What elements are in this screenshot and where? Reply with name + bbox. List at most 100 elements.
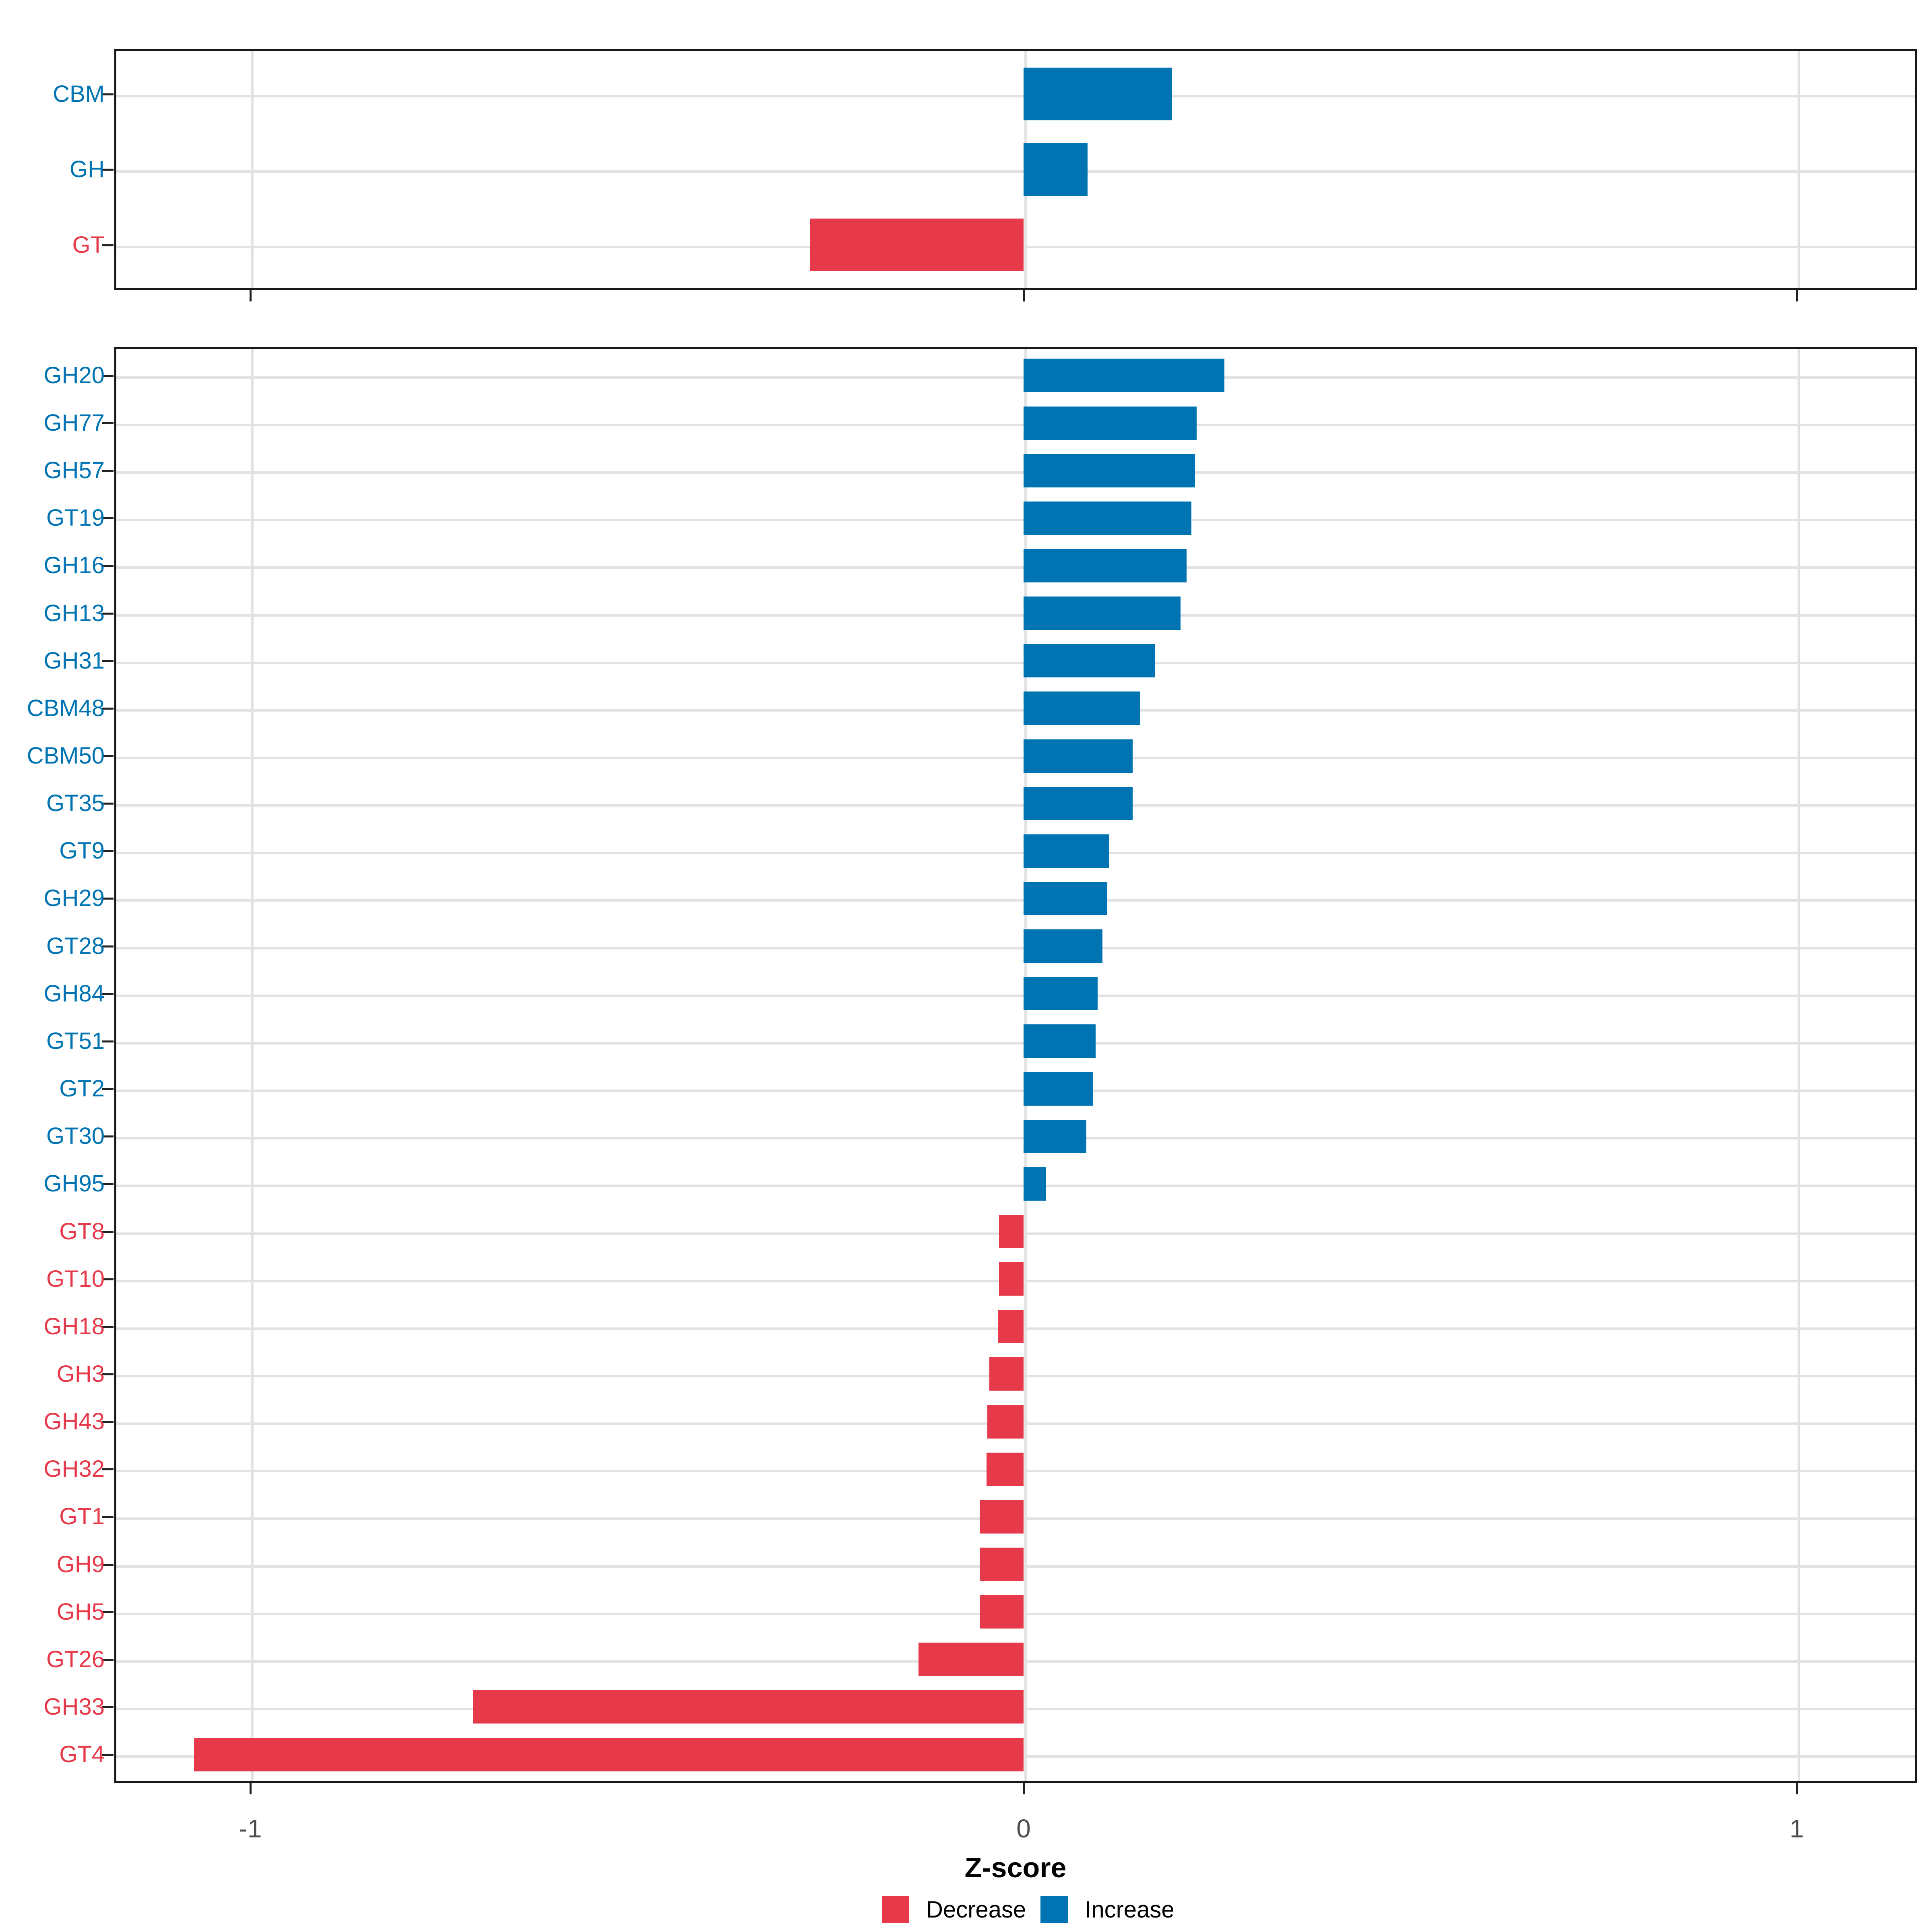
bar-GH: [1024, 143, 1088, 196]
y-label-GT19: GT19: [46, 505, 105, 531]
y-label-GH18: GH18: [43, 1313, 105, 1340]
y-label-GT9: GT9: [59, 838, 105, 864]
bar-GH77: [1024, 407, 1197, 440]
legend-swatch-increase: [1040, 1896, 1068, 1923]
h-gridline-GT19: [116, 519, 1915, 521]
y-tick-GH31: [102, 660, 114, 662]
bar-GH13: [1024, 597, 1181, 630]
y-label-GH77: GH77: [43, 410, 105, 436]
y-label-CBM50: CBM50: [27, 743, 105, 769]
bar-GH32: [987, 1453, 1024, 1486]
h-gridline-GH84: [116, 995, 1915, 997]
bar-GH29: [1024, 882, 1107, 915]
y-tick-GT19: [102, 517, 114, 519]
y-label-GH43: GH43: [43, 1408, 105, 1435]
h-gridline-GH: [116, 170, 1915, 173]
y-label-GT8: GT8: [59, 1218, 105, 1245]
panel-bottom: [114, 347, 1917, 1783]
h-gridline-GH29: [116, 899, 1915, 902]
bar-GT51: [1024, 1024, 1096, 1058]
y-label-GT1: GT1: [59, 1503, 105, 1530]
y-tick-GH18: [102, 1326, 114, 1328]
bar-GH33: [473, 1690, 1024, 1724]
x-axis-title: Z-score: [964, 1852, 1067, 1883]
x-tick-label-1: 1: [1790, 1814, 1804, 1843]
h-gridline-GH13: [116, 614, 1915, 617]
y-label-GT51: GT51: [46, 1028, 105, 1054]
y-label-GH16: GH16: [43, 552, 105, 578]
x-tick-label--1: -1: [239, 1814, 262, 1843]
bar-GT8: [999, 1215, 1024, 1248]
legend-swatch-decrease: [882, 1896, 909, 1923]
y-label-GH20: GH20: [43, 362, 105, 388]
y-label-GT4: GT4: [59, 1741, 105, 1767]
h-gridline-GT9: [116, 852, 1915, 854]
bar-GT19: [1024, 502, 1191, 535]
v-gridline--1: [251, 349, 254, 1781]
v-gridline-0: [1024, 349, 1027, 1781]
y-tick-GH84: [102, 993, 114, 995]
h-gridline-GH20: [116, 376, 1915, 379]
y-tick-GT10: [102, 1278, 114, 1280]
y-label-GH5: GH5: [56, 1599, 105, 1625]
h-gridline-GH77: [116, 424, 1915, 426]
bar-GH3: [989, 1357, 1024, 1391]
x-tick-0-top: [1023, 290, 1025, 301]
h-gridline-GH31: [116, 662, 1915, 664]
y-tick-GH43: [102, 1421, 114, 1423]
y-tick-GT35: [102, 803, 114, 805]
x-tick-label-0: 0: [1016, 1814, 1031, 1843]
bar-GH95: [1024, 1167, 1046, 1201]
x-tick--1-top: [250, 290, 252, 301]
y-label-GH33: GH33: [43, 1694, 105, 1720]
y-tick-CBM50: [102, 755, 114, 757]
bar-CBM50: [1024, 739, 1133, 773]
y-label-CBM: CBM: [53, 81, 105, 107]
bar-GT28: [1024, 929, 1102, 963]
h-gridline-GH16: [116, 566, 1915, 569]
y-label-GH13: GH13: [43, 600, 105, 626]
panel-top: [114, 49, 1917, 290]
bar-GH43: [987, 1405, 1024, 1439]
bar-GT35: [1024, 787, 1133, 820]
y-label-GT35: GT35: [46, 790, 105, 816]
h-gridline-GT28: [116, 947, 1915, 949]
y-tick-GH20: [102, 375, 114, 377]
bar-CBM48: [1024, 691, 1140, 725]
y-tick-GT30: [102, 1135, 114, 1137]
h-gridline-GT51: [116, 1042, 1915, 1044]
bar-GH16: [1024, 549, 1187, 582]
h-gridline-CBM48: [116, 709, 1915, 712]
y-label-GH95: GH95: [43, 1170, 105, 1197]
x-tick-0-bottom: [1023, 1783, 1025, 1794]
y-label-GT10: GT10: [46, 1266, 105, 1292]
y-tick-GT28: [102, 945, 114, 947]
y-label-CBM48: CBM48: [27, 695, 105, 721]
y-label-GT2: GT2: [59, 1075, 105, 1102]
y-tick-GH9: [102, 1564, 114, 1566]
h-gridline-GT35: [116, 804, 1915, 807]
y-tick-GH33: [102, 1706, 114, 1708]
y-tick-GT: [102, 244, 114, 246]
bar-GH20: [1024, 359, 1224, 392]
y-tick-GH5: [102, 1611, 114, 1613]
y-tick-GT9: [102, 850, 114, 852]
bar-GT9: [1024, 834, 1109, 868]
h-gridline-CBM: [116, 95, 1915, 97]
y-label-GH32: GH32: [43, 1456, 105, 1482]
y-tick-GH57: [102, 470, 114, 472]
y-tick-GT2: [102, 1088, 114, 1090]
bar-GH18: [998, 1310, 1024, 1343]
legend-label-decrease: Decrease: [926, 1896, 1026, 1923]
bar-GT: [810, 219, 1024, 271]
y-tick-GT8: [102, 1231, 114, 1233]
legend: Decrease Increase: [882, 1896, 1174, 1923]
y-label-GH84: GH84: [43, 980, 105, 1007]
y-tick-CBM48: [102, 708, 114, 710]
y-tick-GT51: [102, 1040, 114, 1042]
bar-GH57: [1024, 454, 1195, 487]
y-tick-GH29: [102, 898, 114, 900]
y-tick-GH16: [102, 565, 114, 567]
y-tick-CBM: [102, 93, 114, 95]
y-tick-GH3: [102, 1373, 114, 1375]
